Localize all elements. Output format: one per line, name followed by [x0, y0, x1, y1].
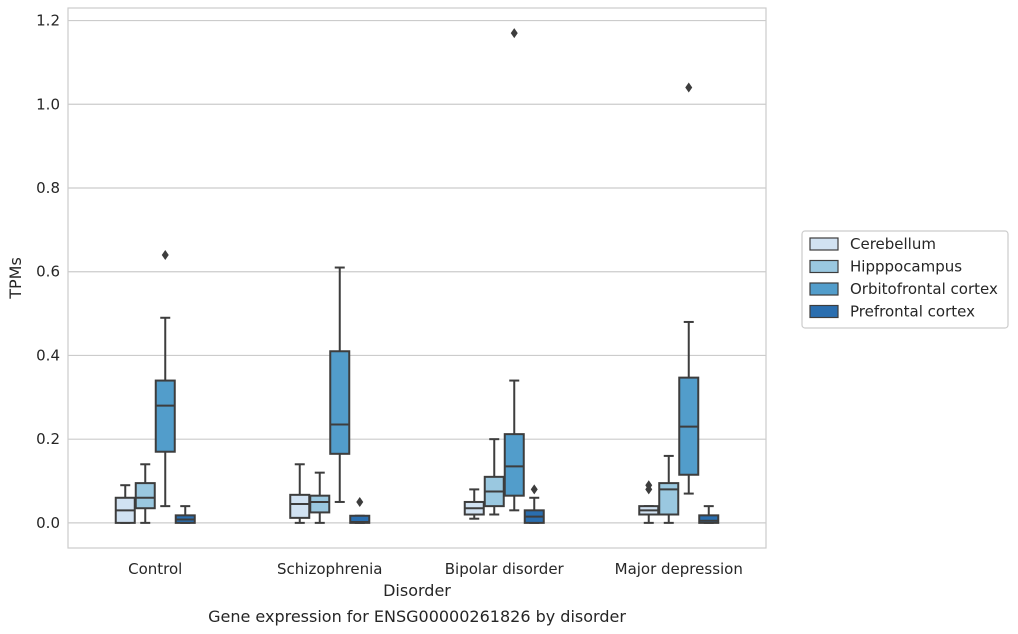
y-tick-label: 0.2: [36, 430, 60, 448]
legend-label: Orbitofrontal cortex: [850, 280, 998, 298]
box-body: [658, 482, 680, 516]
y-tick-label: 0.4: [36, 346, 60, 364]
box-orbitofrontal-cortex: [503, 28, 525, 512]
box-hipppocampus: [134, 463, 156, 524]
legend-frame: [801, 230, 1009, 329]
box-hipppocampus: [483, 438, 505, 516]
legend-swatch: [809, 237, 839, 251]
legend-label: Prefrontal cortex: [850, 303, 975, 321]
x-tick-label: Major depression: [615, 560, 743, 578]
box-cerebellum: [638, 480, 660, 524]
box-orbitofrontal-cortex: [678, 82, 700, 495]
box-hipppocampus: [658, 454, 680, 524]
x-axis-ticks: Control Schizophrenia Bipolar disorder Majo…: [128, 560, 743, 578]
outlier-point: [645, 480, 653, 491]
box-body: [154, 379, 176, 453]
outlier-point: [161, 249, 169, 260]
legend-item: Cerebellum: [809, 235, 936, 253]
box-body: [134, 482, 156, 510]
legend: Cerebellum Hipppocampus Orbitofrontal cort…: [801, 230, 1009, 329]
x-tick-label: Control: [128, 560, 182, 578]
legend-item: Prefrontal cortex: [809, 303, 975, 321]
legend-swatch: [809, 259, 839, 274]
y-axis-label: TPMs: [6, 257, 25, 300]
outlier-point: [685, 82, 693, 93]
outlier-point: [356, 496, 364, 507]
legend-swatch: [809, 282, 839, 296]
box-prefrontal-cortex: [523, 484, 545, 524]
box-body: [309, 494, 331, 514]
box-orbitofrontal-cortex: [329, 266, 351, 503]
box-prefrontal-cortex: [349, 496, 371, 524]
box-cerebellum: [114, 484, 136, 524]
x-tick-label: Schizophrenia: [277, 560, 382, 578]
legend-item: Hipppocampus: [809, 258, 962, 276]
box-prefrontal-cortex: [174, 505, 196, 524]
y-gridlines: [68, 19, 766, 524]
box-orbitofrontal-cortex: [154, 249, 176, 508]
box-body: [329, 350, 351, 455]
box-plot-marks: [114, 28, 720, 524]
box-hipppocampus: [309, 471, 331, 524]
outlier-point: [530, 484, 538, 495]
x-tick-label: Bipolar disorder: [445, 560, 565, 578]
box-prefrontal-cortex: [698, 505, 720, 524]
box-cerebellum: [289, 463, 311, 524]
chart-caption: Gene expression for ENSG00000261826 by d…: [208, 607, 626, 626]
y-tick-label: 1.0: [36, 95, 60, 113]
box-body: [698, 514, 720, 524]
box-body: [503, 433, 525, 497]
legend-swatch: [809, 304, 839, 319]
y-tick-label: 0.0: [36, 514, 60, 532]
box-body: [289, 493, 311, 519]
legend-label: Cerebellum: [850, 235, 936, 253]
y-tick-label: 0.6: [36, 263, 60, 281]
legend-label: Hipppocampus: [850, 258, 962, 276]
y-tick-label: 0.8: [36, 179, 60, 197]
x-axis-label: Disorder: [383, 581, 451, 600]
outlier-point: [510, 28, 518, 39]
legend-item: Orbitofrontal cortex: [809, 280, 998, 298]
y-tick-label: 1.2: [36, 12, 60, 30]
box-cerebellum: [463, 488, 485, 520]
y-axis-ticks: 0.0 0.2 0.4 0.6 0.8 1.0 1.2: [36, 12, 60, 532]
plot-area-frame: [67, 7, 767, 549]
